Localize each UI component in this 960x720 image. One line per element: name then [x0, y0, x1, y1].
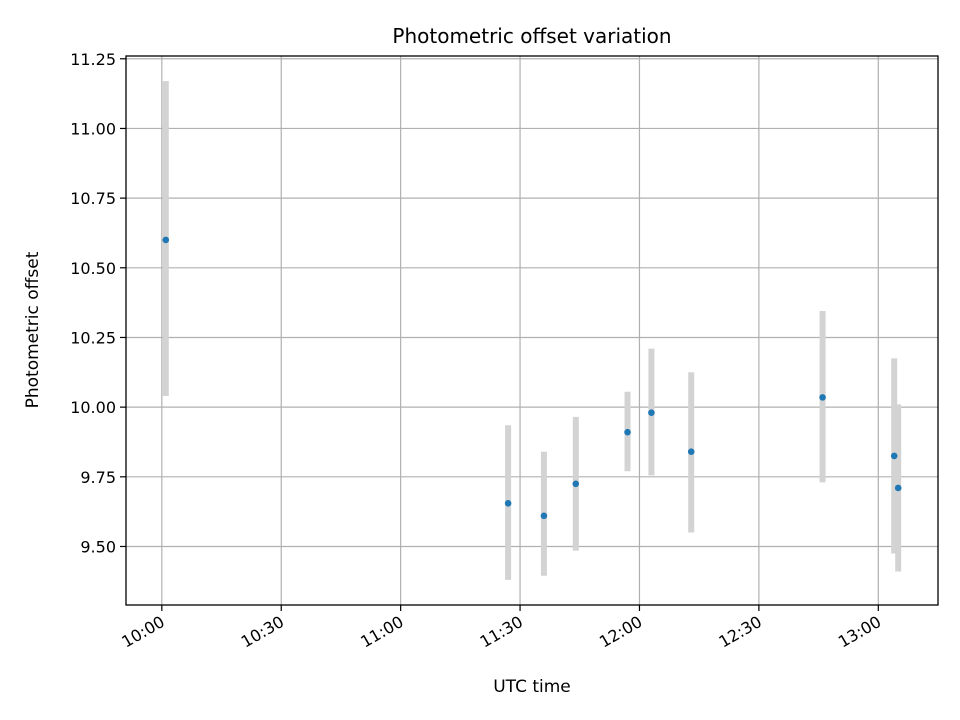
data-points [162, 236, 902, 520]
y-tick-label: 10.00 [70, 398, 116, 417]
data-point [819, 394, 826, 401]
plot-frame [125, 55, 939, 606]
data-point [162, 236, 170, 244]
grid [126, 56, 938, 605]
data-point [624, 428, 631, 436]
data-point [648, 409, 655, 417]
y-tick-label: 10.25 [70, 328, 116, 347]
data-point [687, 448, 695, 456]
data-point [894, 484, 902, 492]
data-point [890, 452, 898, 460]
data-point [572, 480, 580, 488]
y-tick-label: 10.50 [70, 259, 116, 278]
y-axis-title: Photometric offset [23, 251, 43, 408]
y-axis-ticks: 9.50 9.75 10.00 10.25 10.50 10.75 11.00 11.25 [70, 50, 126, 556]
y-tick-label: 11.00 [70, 119, 116, 138]
y-tick-label: 11.25 [70, 50, 116, 69]
y-tick-label: 9.75 [80, 468, 116, 487]
chart-title: Photometric offset variation [392, 24, 671, 48]
y-tick-label: 10.75 [70, 189, 116, 208]
data-point [540, 512, 548, 520]
y-tick-label: 9.50 [80, 537, 116, 556]
x-axis-title: UTC time [493, 677, 571, 697]
data-point [504, 499, 512, 507]
